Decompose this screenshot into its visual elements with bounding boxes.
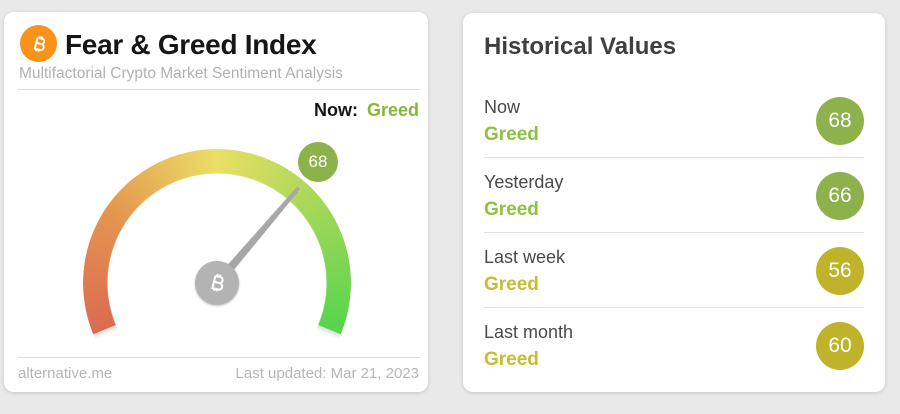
history-row-sentiment: Greed (484, 124, 539, 145)
header-divider (18, 89, 420, 90)
gauge-value-badge: 68 (298, 142, 338, 182)
gauge-hub-bitcoin-icon (195, 261, 239, 305)
historical-title: Historical Values (484, 33, 677, 60)
history-row-label: Yesterday (484, 172, 564, 192)
history-row-label: Last week (484, 247, 566, 267)
card-title: Fear & Greed Index (65, 29, 317, 60)
last-updated-text: Last updated: Mar 21, 2023 (235, 365, 419, 382)
history-row-yesterday: Yesterday Greed 66 (484, 157, 864, 232)
history-row-label: Last month (484, 322, 574, 342)
historical-rows: Now Greed 68 Yesterday Greed 66 Last wee… (484, 83, 864, 382)
history-row-last-month: Last month Greed 60 (484, 307, 864, 382)
card-footer: alternative.me Last updated: Mar 21, 202… (18, 365, 419, 382)
fear-greed-gauge: 68 (4, 12, 428, 414)
history-row-label: Now (484, 97, 521, 117)
current-sentiment-line: Now: Greed (314, 100, 419, 121)
history-value-badge: 66 (816, 172, 864, 220)
now-sentiment-value: Greed (366, 100, 419, 120)
history-row-last-week: Last week Greed 56 (484, 232, 864, 307)
history-row-sentiment: Greed (484, 199, 539, 220)
history-row-sentiment: Greed (484, 274, 539, 295)
history-value-badge: 60 (816, 322, 864, 370)
footer-divider (18, 357, 420, 358)
card-subtitle: Multifactorial Crypto Market Sentiment A… (19, 65, 343, 82)
fear-greed-card: Fear & Greed Index Multifactorial Crypto… (4, 12, 428, 414)
bitcoin-icon (20, 25, 57, 62)
history-row-now: Now Greed 68 (484, 83, 864, 157)
now-label: Now: (313, 100, 358, 120)
site-link[interactable]: alternative.me (18, 365, 113, 382)
history-row-sentiment: Greed (484, 349, 539, 370)
historical-values-card: Historical Values Now Greed 68 Yesterday… (463, 13, 885, 392)
history-value-badge: 68 (816, 97, 864, 145)
history-value-badge: 56 (816, 247, 864, 295)
